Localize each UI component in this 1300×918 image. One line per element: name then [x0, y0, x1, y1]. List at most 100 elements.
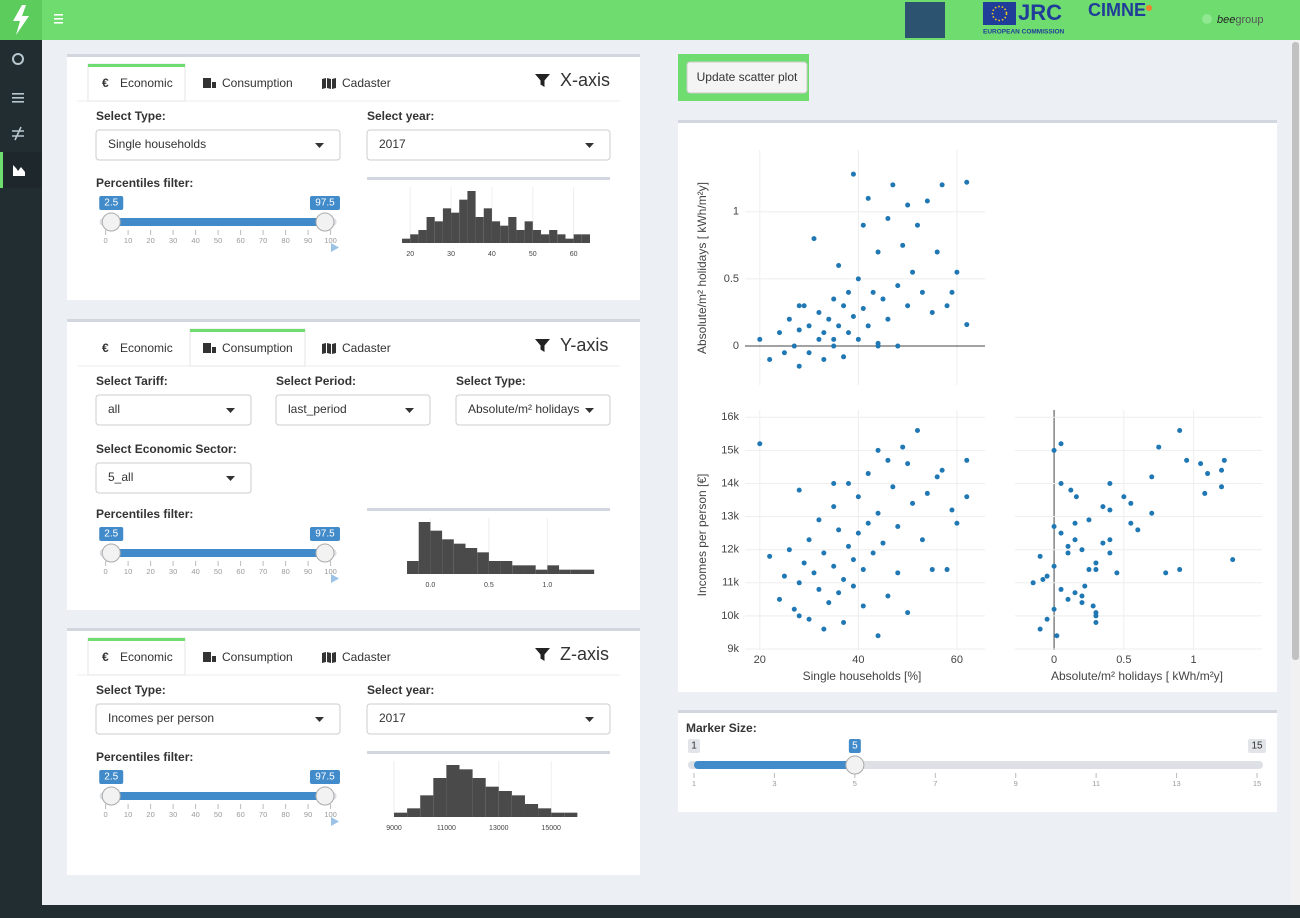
panel-top-border [67, 54, 640, 57]
sidebar-icon[interactable] [13, 165, 25, 176]
scatter-point [875, 343, 881, 349]
select-box[interactable]: all [95, 394, 252, 426]
slider-handle[interactable] [101, 543, 121, 563]
slider-badge-text: 5 [852, 741, 858, 752]
histogram-tick-label: 30 [447, 251, 455, 258]
scrollbar-thumb[interactable] [1292, 42, 1299, 660]
tab[interactable]: Consumption [189, 328, 306, 367]
scatter-point [1079, 547, 1085, 553]
scatter-point [890, 484, 896, 490]
scatter-point [875, 447, 881, 453]
slider-handle[interactable] [101, 786, 121, 806]
select-caret [315, 143, 324, 148]
histogram-bar [511, 795, 525, 817]
tab[interactable]: € Economic [87, 637, 186, 676]
slider[interactable]: 0 10 20 30 40 50 60 70 80 90 100 [99, 549, 337, 576]
scatter-point [1202, 490, 1208, 496]
tab[interactable]: Cadaster [322, 76, 391, 90]
slider-tick-label: 60 [236, 567, 244, 576]
menu-toggle[interactable] [54, 14, 63, 24]
scatter-point [890, 182, 896, 188]
scatter-point [1107, 537, 1113, 543]
tab[interactable]: Consumption [203, 76, 293, 90]
scatter-point [1072, 590, 1078, 596]
slider-handle[interactable] [845, 755, 865, 775]
play-button[interactable] [331, 817, 339, 826]
select-box[interactable]: last_period [275, 394, 431, 426]
y-tick-label: 9k [727, 643, 739, 655]
scatter-point [1044, 573, 1050, 579]
field-label: Select Type: [96, 109, 166, 123]
select-box[interactable]: Absolute/m² holidays [455, 394, 611, 426]
slider[interactable]: 0 10 20 30 40 50 60 70 80 90 100 [99, 792, 337, 819]
histogram-bar [551, 812, 565, 817]
scatter-point [1037, 626, 1043, 632]
tab[interactable]: Cadaster [322, 341, 391, 355]
slider-tick-label: 1 [692, 779, 696, 788]
select-box[interactable]: 2017 [366, 129, 611, 161]
select-box[interactable]: 5_all [95, 462, 252, 494]
scatter-point [895, 570, 901, 576]
select-box[interactable]: Single households [95, 129, 341, 161]
scatter-point [831, 563, 837, 569]
slider-tick-label: 60 [236, 236, 244, 245]
tab-icon [322, 78, 336, 89]
select-frame [95, 129, 341, 161]
slider-tick-label: 13 [1172, 779, 1180, 788]
beegroup-logo: beegroup [1217, 14, 1264, 26]
slider-handle[interactable] [315, 786, 335, 806]
scatter-point [860, 305, 866, 311]
select-box[interactable]: 2017 [366, 703, 611, 735]
scatter-point [786, 316, 792, 322]
slider-handle[interactable] [101, 212, 121, 232]
sidebar-icon[interactable] [12, 53, 24, 65]
tab[interactable]: Cadaster [322, 650, 391, 664]
y-tick-label: 14k [721, 477, 739, 489]
scatter-point [1221, 457, 1227, 463]
slider-tick-label: 60 [236, 810, 244, 819]
icon-line [12, 93, 24, 95]
tab-icon: € [102, 76, 109, 90]
select-box[interactable]: Incomes per person [95, 703, 341, 735]
histogram-bar [418, 230, 427, 243]
slider-badge-text: 2.5 [104, 529, 118, 540]
histogram-bar [420, 795, 434, 817]
slider-badge [309, 527, 340, 541]
tab-icon [212, 82, 216, 88]
scatter-point [885, 316, 891, 322]
scatter-point [905, 303, 911, 309]
slider-tick-label: 20 [146, 236, 154, 245]
sidebar-icon[interactable] [12, 126, 24, 141]
slider-handle[interactable] [315, 543, 335, 563]
scatter-point [1107, 550, 1113, 556]
tab[interactable]: € Economic [102, 341, 173, 355]
scatter-point [845, 543, 851, 549]
scatter-point [914, 428, 920, 434]
sidebar-icon[interactable] [12, 93, 24, 103]
play-button[interactable] [331, 243, 339, 252]
slider-tick-label: 5 [853, 779, 857, 788]
scatter-point [836, 527, 842, 533]
scatter-box-border [678, 120, 1277, 123]
percentiles-label: Percentiles filter: [96, 176, 193, 190]
scatter-point [860, 222, 866, 228]
scatter-point [900, 444, 906, 450]
play-button[interactable] [331, 574, 339, 583]
update-button[interactable]: Update scatter plot [686, 61, 808, 94]
scatter-point [1079, 593, 1085, 599]
histogram-tick-label: 60 [570, 251, 578, 258]
slider-tick-label: 40 [191, 567, 199, 576]
slider-tick-label: 20 [146, 810, 154, 819]
field-label: Select Economic Sector: [96, 442, 237, 456]
slider-tick-label: 70 [259, 810, 267, 819]
slider[interactable]: 0 10 20 30 40 50 60 70 80 90 100 [99, 218, 337, 245]
scatter-point [1121, 494, 1127, 500]
tab[interactable]: Consumption [203, 650, 293, 664]
slider-handle[interactable] [315, 212, 335, 232]
tab[interactable]: € Economic [87, 63, 186, 102]
scatter-point [905, 202, 911, 208]
scatter-point [865, 471, 871, 477]
scatter-point [1068, 487, 1074, 493]
slider-tick-label: 7 [933, 779, 937, 788]
slider-tick-label: 50 [214, 810, 222, 819]
